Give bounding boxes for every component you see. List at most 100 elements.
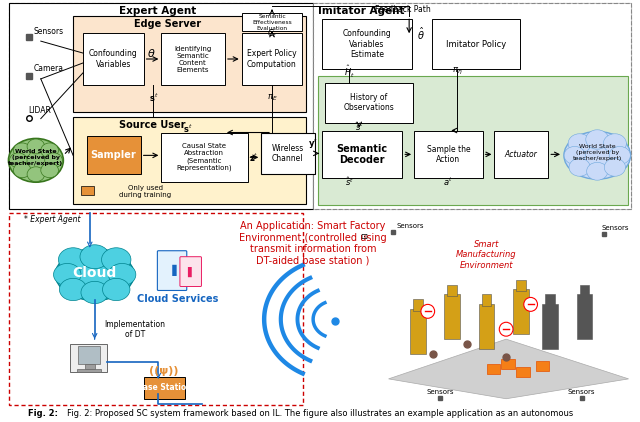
Text: $\hat{H}_t$: $\hat{H}_t$ <box>344 64 355 80</box>
Text: Sensors: Sensors <box>34 27 64 36</box>
Bar <box>479 304 494 349</box>
Ellipse shape <box>58 248 88 272</box>
Text: $\pi_{\eta}$: $\pi_{\eta}$ <box>452 66 463 78</box>
Circle shape <box>524 298 538 311</box>
Bar <box>161 33 225 85</box>
Ellipse shape <box>27 139 45 154</box>
Bar <box>542 304 558 349</box>
Text: World State
(perceived by
teacher/expert): World State (perceived by teacher/expert… <box>573 144 622 161</box>
Text: Sensors: Sensors <box>427 389 454 395</box>
Text: ((ψ)): ((ψ)) <box>150 366 179 376</box>
Text: Confounding
Variables
Estimate: Confounding Variables Estimate <box>342 29 392 59</box>
Ellipse shape <box>108 263 136 286</box>
Bar <box>313 3 630 209</box>
Text: Identifying
Semantic
Content
Elements: Identifying Semantic Content Elements <box>174 46 211 73</box>
Text: Semantic
Decoder: Semantic Decoder <box>337 143 388 165</box>
Bar <box>431 19 520 69</box>
Text: Only used
during training: Only used during training <box>119 185 172 197</box>
Ellipse shape <box>13 143 31 158</box>
Text: $\mathbf{y}^t$: $\mathbf{y}^t$ <box>308 136 318 151</box>
Text: ⊡: ⊡ <box>360 233 367 241</box>
Text: Fig. 2:: Fig. 2: <box>28 409 58 418</box>
Bar <box>242 14 302 31</box>
Ellipse shape <box>604 158 625 176</box>
Text: Camera: Camera <box>34 65 64 73</box>
Bar <box>414 130 483 178</box>
Text: LIDAR: LIDAR <box>28 106 51 115</box>
Bar <box>143 377 185 399</box>
Ellipse shape <box>41 143 58 158</box>
Bar <box>513 289 529 334</box>
Text: History of
Observations: History of Observations <box>344 93 394 112</box>
Text: $\widetilde{s}^t$: $\widetilde{s}^t$ <box>355 120 364 133</box>
Bar <box>10 3 630 209</box>
Ellipse shape <box>102 248 131 272</box>
Bar <box>81 186 93 195</box>
Bar <box>325 83 413 122</box>
Bar <box>261 133 315 174</box>
Text: Sensors: Sensors <box>601 225 628 231</box>
Ellipse shape <box>102 279 130 300</box>
Text: Sampler: Sampler <box>90 150 136 160</box>
FancyBboxPatch shape <box>157 251 187 290</box>
Bar <box>536 361 549 371</box>
Ellipse shape <box>56 249 134 300</box>
Text: Source User: Source User <box>119 119 186 130</box>
Text: Expert Agent: Expert Agent <box>119 6 196 16</box>
Text: Fig. 2: Proposed SC system framework based on IL. The figure also illustrates an: Fig. 2: Proposed SC system framework bas… <box>67 409 573 418</box>
Ellipse shape <box>564 132 630 179</box>
Ellipse shape <box>27 167 45 182</box>
Bar <box>242 33 302 85</box>
Bar <box>73 16 307 112</box>
Ellipse shape <box>564 146 586 164</box>
Text: $\hat{s}^t$: $\hat{s}^t$ <box>345 176 354 189</box>
Ellipse shape <box>60 279 87 300</box>
Bar <box>447 284 457 296</box>
Text: Imitator Agent: Imitator Agent <box>318 6 404 16</box>
Text: Sample the
Action: Sample the Action <box>426 145 470 164</box>
Bar <box>161 133 248 182</box>
Bar <box>322 19 412 69</box>
Text: $a^t$: $a^t$ <box>444 176 453 188</box>
Text: An Application: Smart Factory
Environment (controlled using
transmit information: An Application: Smart Factory Environmen… <box>239 221 387 266</box>
Text: Expert Policy
Computation: Expert Policy Computation <box>247 49 297 69</box>
Text: Sensors: Sensors <box>396 223 424 229</box>
Circle shape <box>499 322 513 336</box>
Ellipse shape <box>81 281 108 303</box>
Bar <box>10 213 303 405</box>
Text: Semantic
Effectiveness
Evaluation: Semantic Effectiveness Evaluation <box>252 14 292 30</box>
Ellipse shape <box>609 146 630 164</box>
Text: Cloud Services: Cloud Services <box>137 295 219 304</box>
Text: $\theta$: $\theta$ <box>147 47 156 59</box>
Bar <box>501 359 515 369</box>
FancyBboxPatch shape <box>180 257 202 287</box>
Ellipse shape <box>587 162 608 180</box>
Bar <box>78 346 100 364</box>
Bar <box>77 369 100 372</box>
Bar <box>516 279 525 292</box>
Text: $C_t$: $C_t$ <box>267 28 277 41</box>
Ellipse shape <box>568 134 591 153</box>
Bar <box>486 364 500 374</box>
Bar <box>545 295 555 306</box>
Ellipse shape <box>10 153 27 168</box>
Text: $\mathbf{z}^t$: $\mathbf{z}^t$ <box>249 151 258 164</box>
Bar <box>516 367 530 377</box>
Ellipse shape <box>8 138 63 182</box>
Bar <box>444 295 460 339</box>
Bar <box>580 284 589 296</box>
Text: ▐: ▐ <box>168 265 177 276</box>
Text: Implementation
of DT: Implementation of DT <box>104 319 166 339</box>
Text: $\mathbf{s}^t$: $\mathbf{s}^t$ <box>148 92 158 104</box>
Text: Cloud: Cloud <box>72 265 117 280</box>
Bar <box>85 364 95 369</box>
Bar <box>482 295 492 306</box>
Bar <box>10 3 313 209</box>
Text: Causal State
Abstraction
(Semantic
Representation): Causal State Abstraction (Semantic Repre… <box>177 143 232 171</box>
Text: Edge Server: Edge Server <box>134 19 201 29</box>
Text: Smart
Manufacturing
Environment: Smart Manufacturing Environment <box>456 240 517 270</box>
Ellipse shape <box>45 153 62 168</box>
Bar <box>494 130 548 178</box>
Bar <box>322 130 403 178</box>
Bar <box>577 295 593 339</box>
